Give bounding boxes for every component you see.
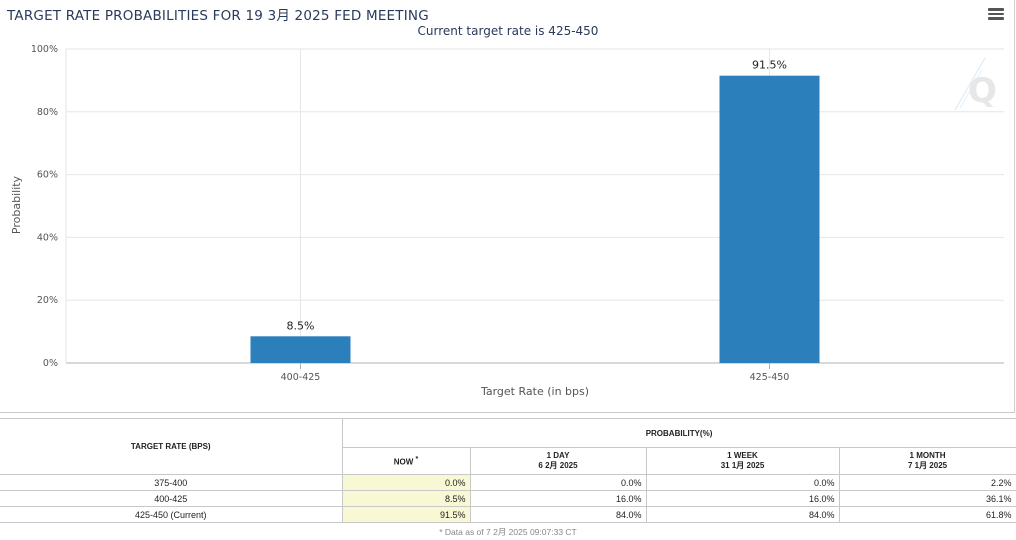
svg-text:Q: Q <box>968 71 997 111</box>
chart-title: TARGET RATE PROBABILITIES FOR 19 3月 2025… <box>7 8 429 24</box>
month-cell: 61.8% <box>838 506 1016 523</box>
bar-chart: 0% 20% 40% 60% 80% 100% 8.5% 400-425 91.5% 425-45… <box>10 44 1004 398</box>
week-cell: 84.0% <box>645 506 840 523</box>
x-axis-label: Target Rate (in bps) <box>480 385 589 398</box>
bar-425-450[interactable] <box>719 75 820 363</box>
bar-data-label: 8.5% <box>287 319 315 332</box>
chart-subtitle: Current target rate is 425-450 <box>417 24 599 38</box>
day-cell: 16.0% <box>469 490 647 507</box>
one-day-header: 1 DAY 6 2月 2025 <box>469 447 647 475</box>
y-tick-label: 100% <box>31 44 58 55</box>
month-cell: 2.2% <box>838 474 1016 491</box>
chart-panel: TARGET RATE PROBABILITIES FOR 19 3月 2025… <box>0 0 1015 413</box>
x-tick-label: 400-425 <box>281 372 321 383</box>
rate-cell: 375-400 <box>0 474 343 491</box>
month-cell: 36.1% <box>838 490 1016 507</box>
data-timestamp-footnote: * Data as of 7 2月 2025 09:07:33 CT <box>439 527 577 537</box>
y-tick-label: 60% <box>37 170 58 181</box>
week-cell: 0.0% <box>645 474 840 491</box>
y-tick-label: 40% <box>37 232 58 243</box>
y-tick-label: 0% <box>43 358 58 369</box>
rate-cell: 425-450 (Current) <box>0 506 343 523</box>
probability-table-wrap: TARGET RATE (BPS) PROBABILITY(%) NOW * 1… <box>0 418 1016 523</box>
probability-header: PROBABILITY(%) <box>341 418 1016 448</box>
now-cell: 8.5% <box>341 490 471 507</box>
y-axis-label: Probability <box>10 175 23 234</box>
q-logo-icon: Q <box>954 57 997 111</box>
target-rate-header: TARGET RATE (BPS) <box>0 418 343 475</box>
probability-table: TARGET RATE (BPS) PROBABILITY(%) NOW * 1… <box>0 418 1016 523</box>
hamburger-menu-icon[interactable] <box>987 6 1005 24</box>
one-week-header: 1 WEEK 31 1月 2025 <box>645 447 840 475</box>
bar-data-label: 91.5% <box>752 59 787 72</box>
one-month-header: 1 MONTH 7 1月 2025 <box>838 447 1016 475</box>
now-header: NOW * <box>341 447 471 475</box>
day-cell: 84.0% <box>469 506 647 523</box>
y-tick-label: 80% <box>37 107 58 118</box>
y-tick-label: 20% <box>37 295 58 306</box>
week-cell: 16.0% <box>645 490 840 507</box>
day-cell: 0.0% <box>469 474 647 491</box>
table-row: 400-425 8.5% 16.0% 16.0% 36.1% <box>0 490 1016 507</box>
bar-400-425[interactable] <box>250 336 351 363</box>
x-tick-label: 425-450 <box>750 372 790 383</box>
rate-cell: 400-425 <box>0 490 343 507</box>
table-row: 375-400 0.0% 0.0% 0.0% 2.2% <box>0 474 1016 491</box>
now-cell: 0.0% <box>341 474 471 491</box>
table-row: 425-450 (Current) 91.5% 84.0% 84.0% 61.8… <box>0 506 1016 523</box>
now-cell: 91.5% <box>341 506 471 523</box>
